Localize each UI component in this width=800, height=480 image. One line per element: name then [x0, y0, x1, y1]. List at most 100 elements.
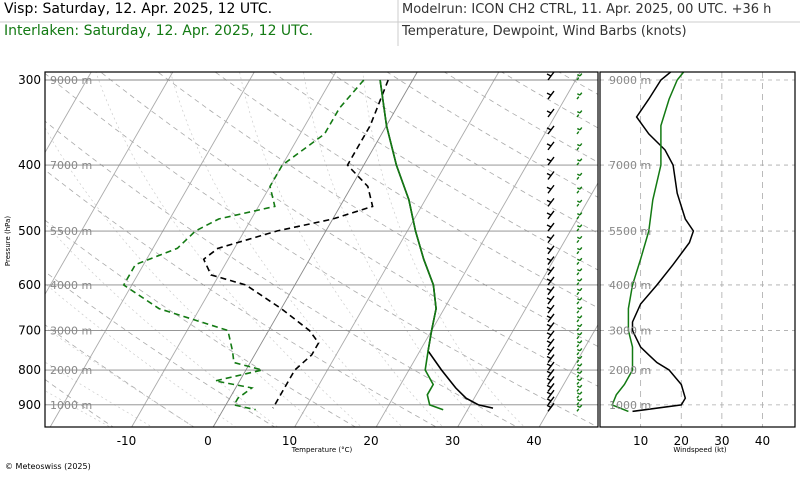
wind-barb — [575, 382, 584, 392]
wind-barb — [546, 90, 555, 100]
dry-adiabat — [329, 72, 598, 234]
wind-barb — [546, 222, 555, 232]
wind-barb — [575, 245, 584, 255]
wind-barb — [575, 108, 584, 118]
wind-barb — [575, 256, 584, 265]
altitude-label: 7000 m — [50, 159, 92, 172]
isotherm — [375, 72, 581, 427]
temperature-tick-labels: -10 0 10 20 30 40 — [117, 434, 542, 448]
station-title-visp: Visp: Saturday, 12. Apr. 2025, 12 UTC. — [4, 1, 273, 17]
pressure-axis-label: Pressure (hPa) — [4, 216, 12, 266]
moist-adiabat — [239, 72, 444, 427]
wind-barb — [575, 141, 584, 151]
dry-adiabat — [386, 72, 598, 198]
isotherm — [538, 323, 598, 427]
temperature-axis-label: Temperature (°C) — [291, 446, 353, 454]
interlaken-temperature-line — [379, 79, 444, 411]
interlaken-windspeed-line — [611, 72, 685, 413]
interlaken-dewpoint-line — [122, 79, 365, 411]
isotherm — [45, 72, 174, 296]
moist-adiabat — [95, 72, 362, 427]
wind-barb — [575, 376, 584, 385]
wind-barb — [546, 184, 555, 194]
pressure-tick-label: 500 — [18, 224, 41, 238]
moist-adiabat — [45, 327, 195, 427]
altitude-label: 1000 m — [609, 399, 651, 412]
dry-adiabat — [45, 120, 518, 427]
wind-barb — [575, 197, 584, 207]
wind-barb — [575, 361, 584, 371]
wind-barb — [546, 330, 555, 340]
pressure-tick-label: 700 — [18, 324, 41, 338]
wind-barb — [546, 234, 555, 244]
windspeed-tick-label: 30 — [714, 434, 729, 448]
altitude-label: 3000 m — [609, 325, 651, 338]
pressure-tick-labels: 300 400 500 600 700 800 900 — [18, 73, 41, 412]
wind-barb — [546, 210, 555, 220]
wind-barb — [575, 396, 584, 406]
altitude-label: 7000 m — [609, 159, 651, 172]
wind-barb — [575, 368, 584, 378]
dry-adiabat — [99, 72, 598, 387]
wind-barb — [546, 376, 555, 385]
temperature-tick-label: 0 — [204, 434, 212, 448]
wind-barb — [575, 286, 584, 296]
wind-barb — [546, 266, 555, 276]
header-separators — [0, 0, 800, 46]
wind-barb — [546, 171, 555, 180]
skew-t-series — [122, 79, 494, 411]
wind-barb — [575, 304, 584, 314]
temperature-tick-label: 10 — [282, 434, 297, 448]
windspeed-altitude-labels: 9000 m 7000 m 5500 m 4000 m 3000 m 2000 m 1000… — [609, 74, 651, 412]
wind-barb — [575, 322, 584, 331]
isotherm — [212, 72, 418, 427]
copyright-label: © Meteoswiss (2025) — [5, 462, 91, 471]
wind-barb — [546, 71, 555, 81]
visp-dewpoint-line — [202, 79, 389, 409]
wind-barb — [546, 276, 555, 286]
altitude-label: 3000 m — [50, 325, 92, 338]
windspeed-axis-label: Windspeed (kt) — [673, 446, 726, 454]
wind-barb — [546, 141, 555, 151]
moist-adiabat — [170, 72, 403, 427]
windspeed-tick-label: 10 — [633, 434, 648, 448]
wind-barb — [546, 108, 555, 118]
wind-barb — [546, 295, 555, 305]
altitude-label: 2000 m — [609, 364, 651, 377]
wind-barb — [575, 71, 584, 81]
wind-barb — [546, 368, 555, 378]
wind-barb — [546, 382, 555, 392]
wind-barb — [575, 276, 584, 286]
moist-adiabat — [45, 390, 111, 427]
altitude-label: 1000 m — [50, 399, 92, 412]
dry-adiabat — [45, 72, 598, 427]
altitude-label: 5500 m — [609, 225, 651, 238]
wind-barb — [575, 222, 584, 232]
wind-barb — [575, 125, 584, 135]
wind-barb — [546, 245, 555, 255]
moist-adiabat — [303, 72, 485, 427]
wind-barb — [546, 313, 555, 323]
windspeed-panel: 9000 m 7000 m 5500 m 4000 m 3000 m 2000 m 1000… — [599, 71, 796, 454]
altitude-label: 4000 m — [609, 279, 651, 292]
wind-barb — [575, 295, 584, 305]
wind-barb — [546, 346, 555, 356]
altitude-label: 9000 m — [609, 74, 651, 87]
wind-barb — [546, 338, 555, 348]
wind-barb — [575, 184, 584, 194]
altitude-label: 9000 m — [50, 74, 92, 87]
wind-barb — [575, 90, 584, 100]
wind-barb — [575, 338, 584, 348]
variables-label: Temperature, Dewpoint, Wind Barbs (knots… — [402, 24, 687, 39]
altitude-label: 4000 m — [50, 279, 92, 292]
skew-t-grid — [45, 72, 598, 427]
windspeed-tick-label: 40 — [755, 434, 770, 448]
temperature-tick-label: 20 — [363, 434, 378, 448]
wind-barb — [546, 354, 555, 363]
moist-adiabat — [362, 72, 526, 427]
wind-barb — [575, 346, 584, 356]
moist-adiabat — [45, 126, 321, 427]
temperature-tick-label: -10 — [117, 434, 137, 448]
pressure-tick-label: 400 — [18, 158, 41, 172]
